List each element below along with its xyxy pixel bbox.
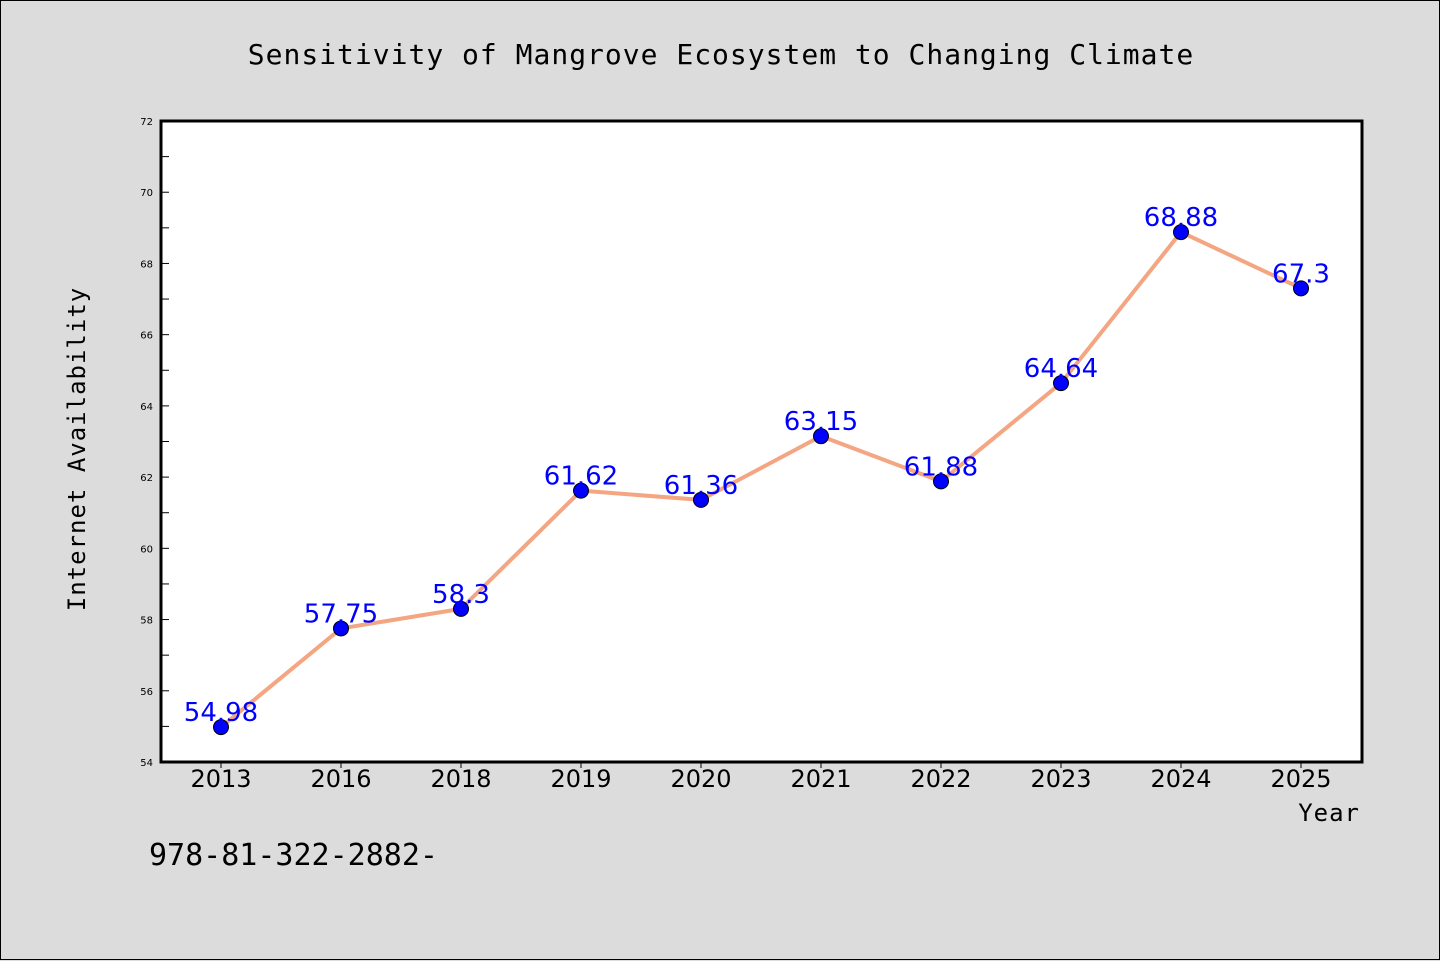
data-label: 68.88: [1144, 203, 1218, 233]
data-point-marker: [813, 428, 829, 445]
y-tick-label: 68: [140, 259, 153, 270]
data-label: 63.15: [784, 407, 858, 437]
series-line: [219, 230, 1303, 730]
x-tick-label: 2025: [1270, 765, 1331, 793]
data-point-marker: [1293, 280, 1309, 297]
data-point-marker: [453, 600, 469, 617]
y-tick-label: 62: [140, 473, 153, 484]
data-point-marker: [573, 482, 589, 499]
x-tick-label: 2019: [550, 765, 611, 793]
y-tick-label: 58: [140, 616, 153, 627]
plot-frame: [159, 119, 1364, 764]
x-tick-label: 2016: [310, 765, 371, 793]
markers-group: [213, 224, 1309, 736]
data-point-marker: [213, 719, 229, 736]
series-line-group: [219, 230, 1303, 730]
data-label: 67.3: [1272, 259, 1330, 289]
x-axis-label: Year: [1298, 799, 1360, 827]
data-point-marker: [1173, 224, 1189, 241]
footnote-text: 978-81-322-2882-: [149, 838, 438, 873]
y-tick-label: 60: [140, 544, 153, 555]
plot-area: [161, 121, 1362, 762]
x-tick-label: 2020: [670, 765, 731, 793]
data-point-marker: [333, 620, 349, 637]
x-tick-label: 2018: [430, 765, 491, 793]
y-axis-label: Internet Availability: [63, 287, 91, 611]
data-label: 61.36: [664, 471, 738, 501]
x-tick-label: 2023: [1030, 765, 1091, 793]
x-tick-label: 2013: [190, 765, 251, 793]
y-tick-label: 56: [140, 687, 153, 698]
y-tick-label: 72: [140, 117, 153, 128]
data-label: 61.62: [544, 462, 618, 492]
data-label: 57.75: [304, 599, 378, 629]
y-tick-label: 64: [140, 402, 153, 413]
data-point-marker: [1053, 375, 1069, 392]
x-tick-label: 2022: [910, 765, 971, 793]
x-axis: 2013 2016 2018 2019 2020 2021 2022 2023 2024 2025: [190, 762, 1332, 793]
y-tick-label: 54: [140, 758, 153, 769]
x-tick-label: 2024: [1150, 765, 1211, 793]
data-point-marker: [693, 491, 709, 508]
data-label: 64.64: [1024, 354, 1098, 384]
data-labels-group: 54.98 57.75 58.3 61.62 61.36 63.15 61.88 64.64 6…: [184, 203, 1330, 728]
x-tick-label: 2021: [790, 765, 851, 793]
chart-title: Sensitivity of Mangrove Ecosystem to Cha…: [248, 38, 1194, 71]
data-label: 58.3: [432, 580, 490, 610]
data-point-marker: [933, 473, 949, 490]
y-tick-label: 70: [140, 188, 153, 199]
y-tick-label: 66: [140, 331, 153, 342]
data-label: 54.98: [184, 698, 258, 728]
data-label: 61.88: [904, 452, 978, 482]
